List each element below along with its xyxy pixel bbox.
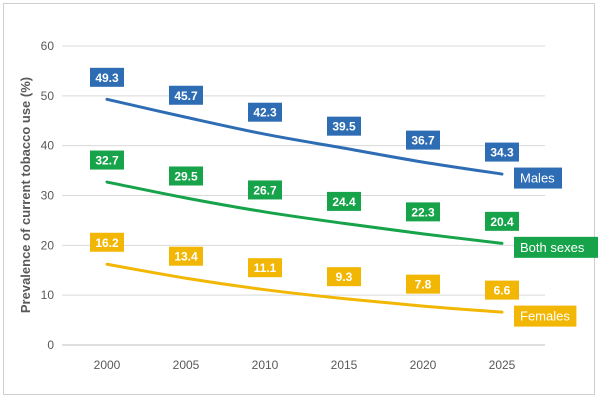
both-sexes-label-text-2015: 24.4 — [332, 195, 356, 209]
both-sexes-series-tag-text: Both sexes — [520, 240, 585, 255]
males-label-2025: 34.3 — [485, 142, 519, 162]
females-label-text-2000: 16.2 — [95, 236, 119, 250]
y-tick-50: 50 — [41, 89, 55, 103]
x-tick-2015: 2015 — [331, 358, 358, 372]
females-label-text-2020: 7.8 — [415, 278, 432, 292]
males-label-text-2020: 36.7 — [411, 134, 435, 148]
females-label-2020: 7.8 — [406, 274, 440, 294]
x-tick-2000: 2000 — [94, 358, 121, 372]
x-tick-2010: 2010 — [252, 358, 279, 372]
both-sexes-label-text-2000: 32.7 — [95, 154, 119, 168]
both-sexes-label-box-2025 — [485, 211, 519, 231]
y-axis-label: Prevalence of current tobacco use (%) — [18, 77, 33, 313]
y-tick-40: 40 — [41, 139, 55, 153]
gridlines — [62, 45, 545, 346]
both-sexes-label-2010: 26.7 — [248, 180, 282, 200]
females-label-box-2015 — [327, 267, 361, 287]
females-label-text-2005: 13.4 — [174, 250, 198, 264]
males-label-text-2025: 34.3 — [490, 146, 514, 160]
y-tick-60: 60 — [41, 39, 55, 53]
females-series-tag-box — [514, 305, 577, 327]
both-sexes-label-2020: 22.3 — [406, 202, 440, 222]
females-label-2010: 11.1 — [248, 258, 282, 278]
y-tick-10: 10 — [41, 288, 55, 302]
females-label-2015: 9.3 — [327, 267, 361, 287]
both-sexes-series-tag: Both sexes — [514, 236, 598, 258]
females-label-text-2015: 9.3 — [336, 270, 353, 284]
males-label-box-2000 — [90, 67, 124, 87]
y-tick-20: 20 — [41, 238, 55, 252]
males-label-text-2010: 42.3 — [253, 106, 277, 120]
both-sexes-label-box-2020 — [406, 202, 440, 222]
females-label-text-2025: 6.6 — [494, 284, 511, 298]
both-sexes-label-text-2010: 26.7 — [253, 183, 277, 197]
both-sexes-label-2025: 20.4 — [485, 211, 519, 231]
both-sexes-label-box-2015 — [327, 191, 361, 211]
series-lines — [105, 97, 504, 314]
males-label-box-2025 — [485, 142, 519, 162]
males-line — [105, 97, 504, 176]
males-series-tag-box — [514, 167, 562, 189]
both-sexes-series-tag-box — [514, 236, 598, 258]
both-sexes-label-box-2005 — [169, 166, 203, 186]
males-label-2000: 49.3 — [90, 67, 124, 87]
x-axis-ticks: 2000 2005 2010 2015 2020 2025 — [94, 358, 516, 372]
females-label-2025: 6.6 — [485, 280, 519, 300]
y-axis-ticks: 0 10 20 30 40 50 60 — [41, 39, 55, 352]
both-sexes-label-text-2020: 22.3 — [411, 205, 435, 219]
females-label-box-2025 — [485, 280, 519, 300]
males-label-text-2005: 45.7 — [174, 89, 198, 103]
males-series-tag: Males — [514, 167, 562, 189]
males-label-2015: 39.5 — [327, 116, 361, 136]
series-labels: Males Both sexes Females — [514, 167, 598, 327]
data-labels: 49.3 45.7 42.3 39.5 36.7 34.3 32.7 29.5 26.7 24.4… — [90, 67, 519, 300]
females-label-box-2000 — [90, 232, 124, 252]
males-label-2005: 45.7 — [169, 85, 203, 105]
males-label-text-2000: 49.3 — [95, 71, 119, 85]
both-sexes-label-2015: 24.4 — [327, 191, 361, 211]
females-label-box-2010 — [248, 258, 282, 278]
females-series-tag-text: Females — [520, 309, 570, 324]
males-label-2010: 42.3 — [248, 102, 282, 122]
females-label-text-2010: 11.1 — [254, 261, 277, 275]
females-label-2005: 13.4 — [169, 246, 203, 266]
females-label-2000: 16.2 — [90, 232, 124, 252]
males-label-box-2020 — [406, 130, 440, 150]
females-line — [105, 262, 504, 314]
both-sexes-line — [105, 180, 504, 245]
y-tick-0: 0 — [47, 338, 54, 352]
males-label-box-2010 — [248, 102, 282, 122]
x-tick-2020: 2020 — [410, 358, 437, 372]
males-label-box-2015 — [327, 116, 361, 136]
both-sexes-label-text-2025: 20.4 — [490, 215, 514, 229]
males-label-text-2015: 39.5 — [332, 120, 356, 134]
both-sexes-label-2005: 29.5 — [169, 166, 203, 186]
both-sexes-label-box-2010 — [248, 180, 282, 200]
females-label-box-2020 — [406, 274, 440, 294]
x-tick-2025: 2025 — [489, 358, 516, 372]
females-series-tag: Females — [514, 305, 577, 327]
y-tick-30: 30 — [41, 189, 55, 203]
males-series-tag-text: Males — [520, 171, 555, 186]
both-sexes-label-text-2005: 29.5 — [174, 169, 198, 183]
males-label-2020: 36.7 — [406, 130, 440, 150]
x-tick-2005: 2005 — [173, 358, 200, 372]
females-label-box-2005 — [169, 246, 203, 266]
both-sexes-label-2000: 32.7 — [90, 150, 124, 170]
males-label-box-2005 — [169, 85, 203, 105]
both-sexes-label-box-2000 — [90, 150, 124, 170]
